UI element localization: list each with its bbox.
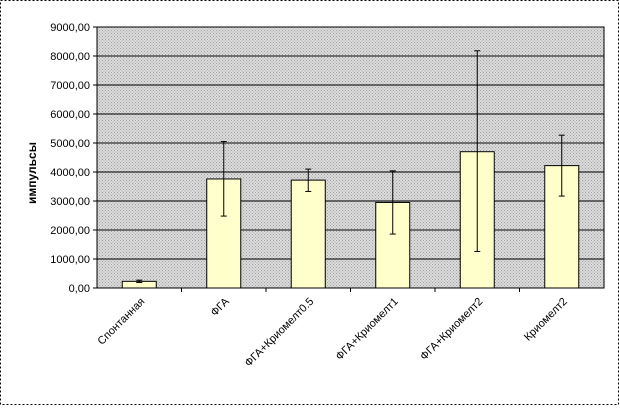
y-tick-label: 7000,00 [50,80,90,92]
y-tick-label: 2000,00 [50,225,90,237]
y-tick-label: 1000,00 [50,254,90,266]
bar [375,201,411,289]
y-axis-title: импульсы [25,142,39,204]
y-tick-label: 0,00 [69,283,90,295]
y-tick-label: 4000,00 [50,167,90,179]
y-tick-label: 6000,00 [50,109,90,121]
y-tick-label: 8000,00 [50,51,90,63]
y-tick-label: 9000,00 [50,22,90,34]
y-tick-label: 3000,00 [50,196,90,208]
bar [290,179,326,289]
plot-area [97,27,604,288]
y-tick-label: 5000,00 [50,138,90,150]
